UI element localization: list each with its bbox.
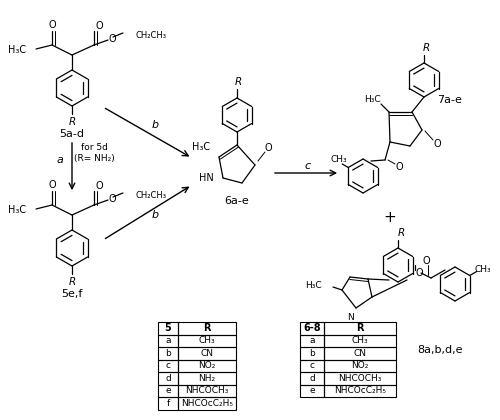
Text: O: O — [95, 181, 103, 191]
Text: b: b — [152, 210, 158, 220]
Text: NHCOCH₃: NHCOCH₃ — [338, 374, 382, 383]
Text: a: a — [165, 336, 171, 345]
Text: H₃C: H₃C — [192, 142, 210, 152]
Text: b: b — [152, 120, 158, 130]
Bar — [300, 334, 396, 347]
Text: 5e,f: 5e,f — [62, 289, 82, 299]
Text: b: b — [309, 349, 315, 358]
Bar — [158, 372, 236, 384]
Bar — [158, 322, 236, 334]
Bar — [300, 322, 396, 334]
Text: b: b — [165, 349, 171, 358]
Text: f: f — [166, 399, 170, 408]
Text: NHCOcC₂H₅: NHCOcC₂H₅ — [334, 386, 386, 395]
Text: 7a-e: 7a-e — [438, 95, 462, 105]
Text: c: c — [305, 161, 311, 171]
Text: O: O — [395, 162, 403, 172]
Text: (R= NH₂): (R= NH₂) — [74, 153, 114, 163]
Bar — [158, 347, 236, 360]
Text: 8a,b,d,e: 8a,b,d,e — [417, 345, 463, 355]
Text: 6-8: 6-8 — [303, 323, 321, 333]
Text: 6a-e: 6a-e — [224, 196, 250, 206]
Text: O: O — [108, 34, 116, 44]
Text: CH₃: CH₃ — [352, 336, 368, 345]
Text: a: a — [309, 336, 315, 345]
Bar — [300, 360, 396, 372]
Bar — [158, 384, 236, 397]
Text: H₃C: H₃C — [364, 94, 380, 103]
Text: O: O — [48, 180, 56, 190]
Text: NO₂: NO₂ — [352, 361, 368, 370]
Text: CH₃: CH₃ — [330, 155, 347, 165]
Text: O: O — [108, 194, 116, 204]
Text: HN: HN — [199, 173, 214, 183]
Bar — [158, 334, 236, 347]
Text: CH₂CH₃: CH₂CH₃ — [135, 191, 166, 200]
Text: O: O — [95, 21, 103, 31]
Text: c: c — [310, 361, 314, 370]
Text: CH₃: CH₃ — [198, 336, 216, 345]
Text: CH₃: CH₃ — [474, 265, 492, 273]
Text: NHCOCH₃: NHCOCH₃ — [186, 386, 228, 395]
Text: for 5d: for 5d — [80, 144, 108, 152]
Text: a: a — [56, 155, 64, 165]
Text: H₃C: H₃C — [8, 45, 26, 55]
Text: d: d — [309, 374, 315, 383]
Text: H₃C: H₃C — [306, 281, 322, 289]
Bar — [300, 372, 396, 384]
Text: +: + — [384, 210, 396, 226]
Text: O: O — [264, 143, 272, 153]
Text: R: R — [398, 228, 404, 238]
Text: O: O — [415, 268, 423, 278]
Text: d: d — [165, 374, 171, 383]
Text: CN: CN — [354, 349, 366, 358]
Text: 5a-d: 5a-d — [60, 129, 84, 139]
Text: c: c — [166, 361, 170, 370]
Text: CH₂CH₃: CH₂CH₃ — [135, 31, 166, 39]
Text: NO₂: NO₂ — [198, 361, 216, 370]
Text: O: O — [433, 139, 441, 149]
Text: R: R — [203, 323, 211, 333]
Bar — [158, 360, 236, 372]
Text: e: e — [309, 386, 315, 395]
Bar — [300, 384, 396, 397]
Text: R: R — [422, 43, 430, 53]
Bar — [300, 347, 396, 360]
Text: H₃C: H₃C — [8, 205, 26, 215]
Text: R: R — [356, 323, 364, 333]
Text: O: O — [48, 20, 56, 30]
Text: R: R — [68, 277, 75, 287]
Text: NHCOcC₂H₅: NHCOcC₂H₅ — [181, 399, 233, 408]
Text: R: R — [68, 117, 75, 127]
Text: NH₂: NH₂ — [198, 374, 216, 383]
Text: R: R — [234, 77, 242, 87]
Text: e: e — [165, 386, 171, 395]
Bar — [158, 397, 236, 410]
Text: O: O — [422, 256, 430, 266]
Text: 5: 5 — [164, 323, 172, 333]
Text: CN: CN — [200, 349, 213, 358]
Text: N: N — [348, 312, 354, 321]
